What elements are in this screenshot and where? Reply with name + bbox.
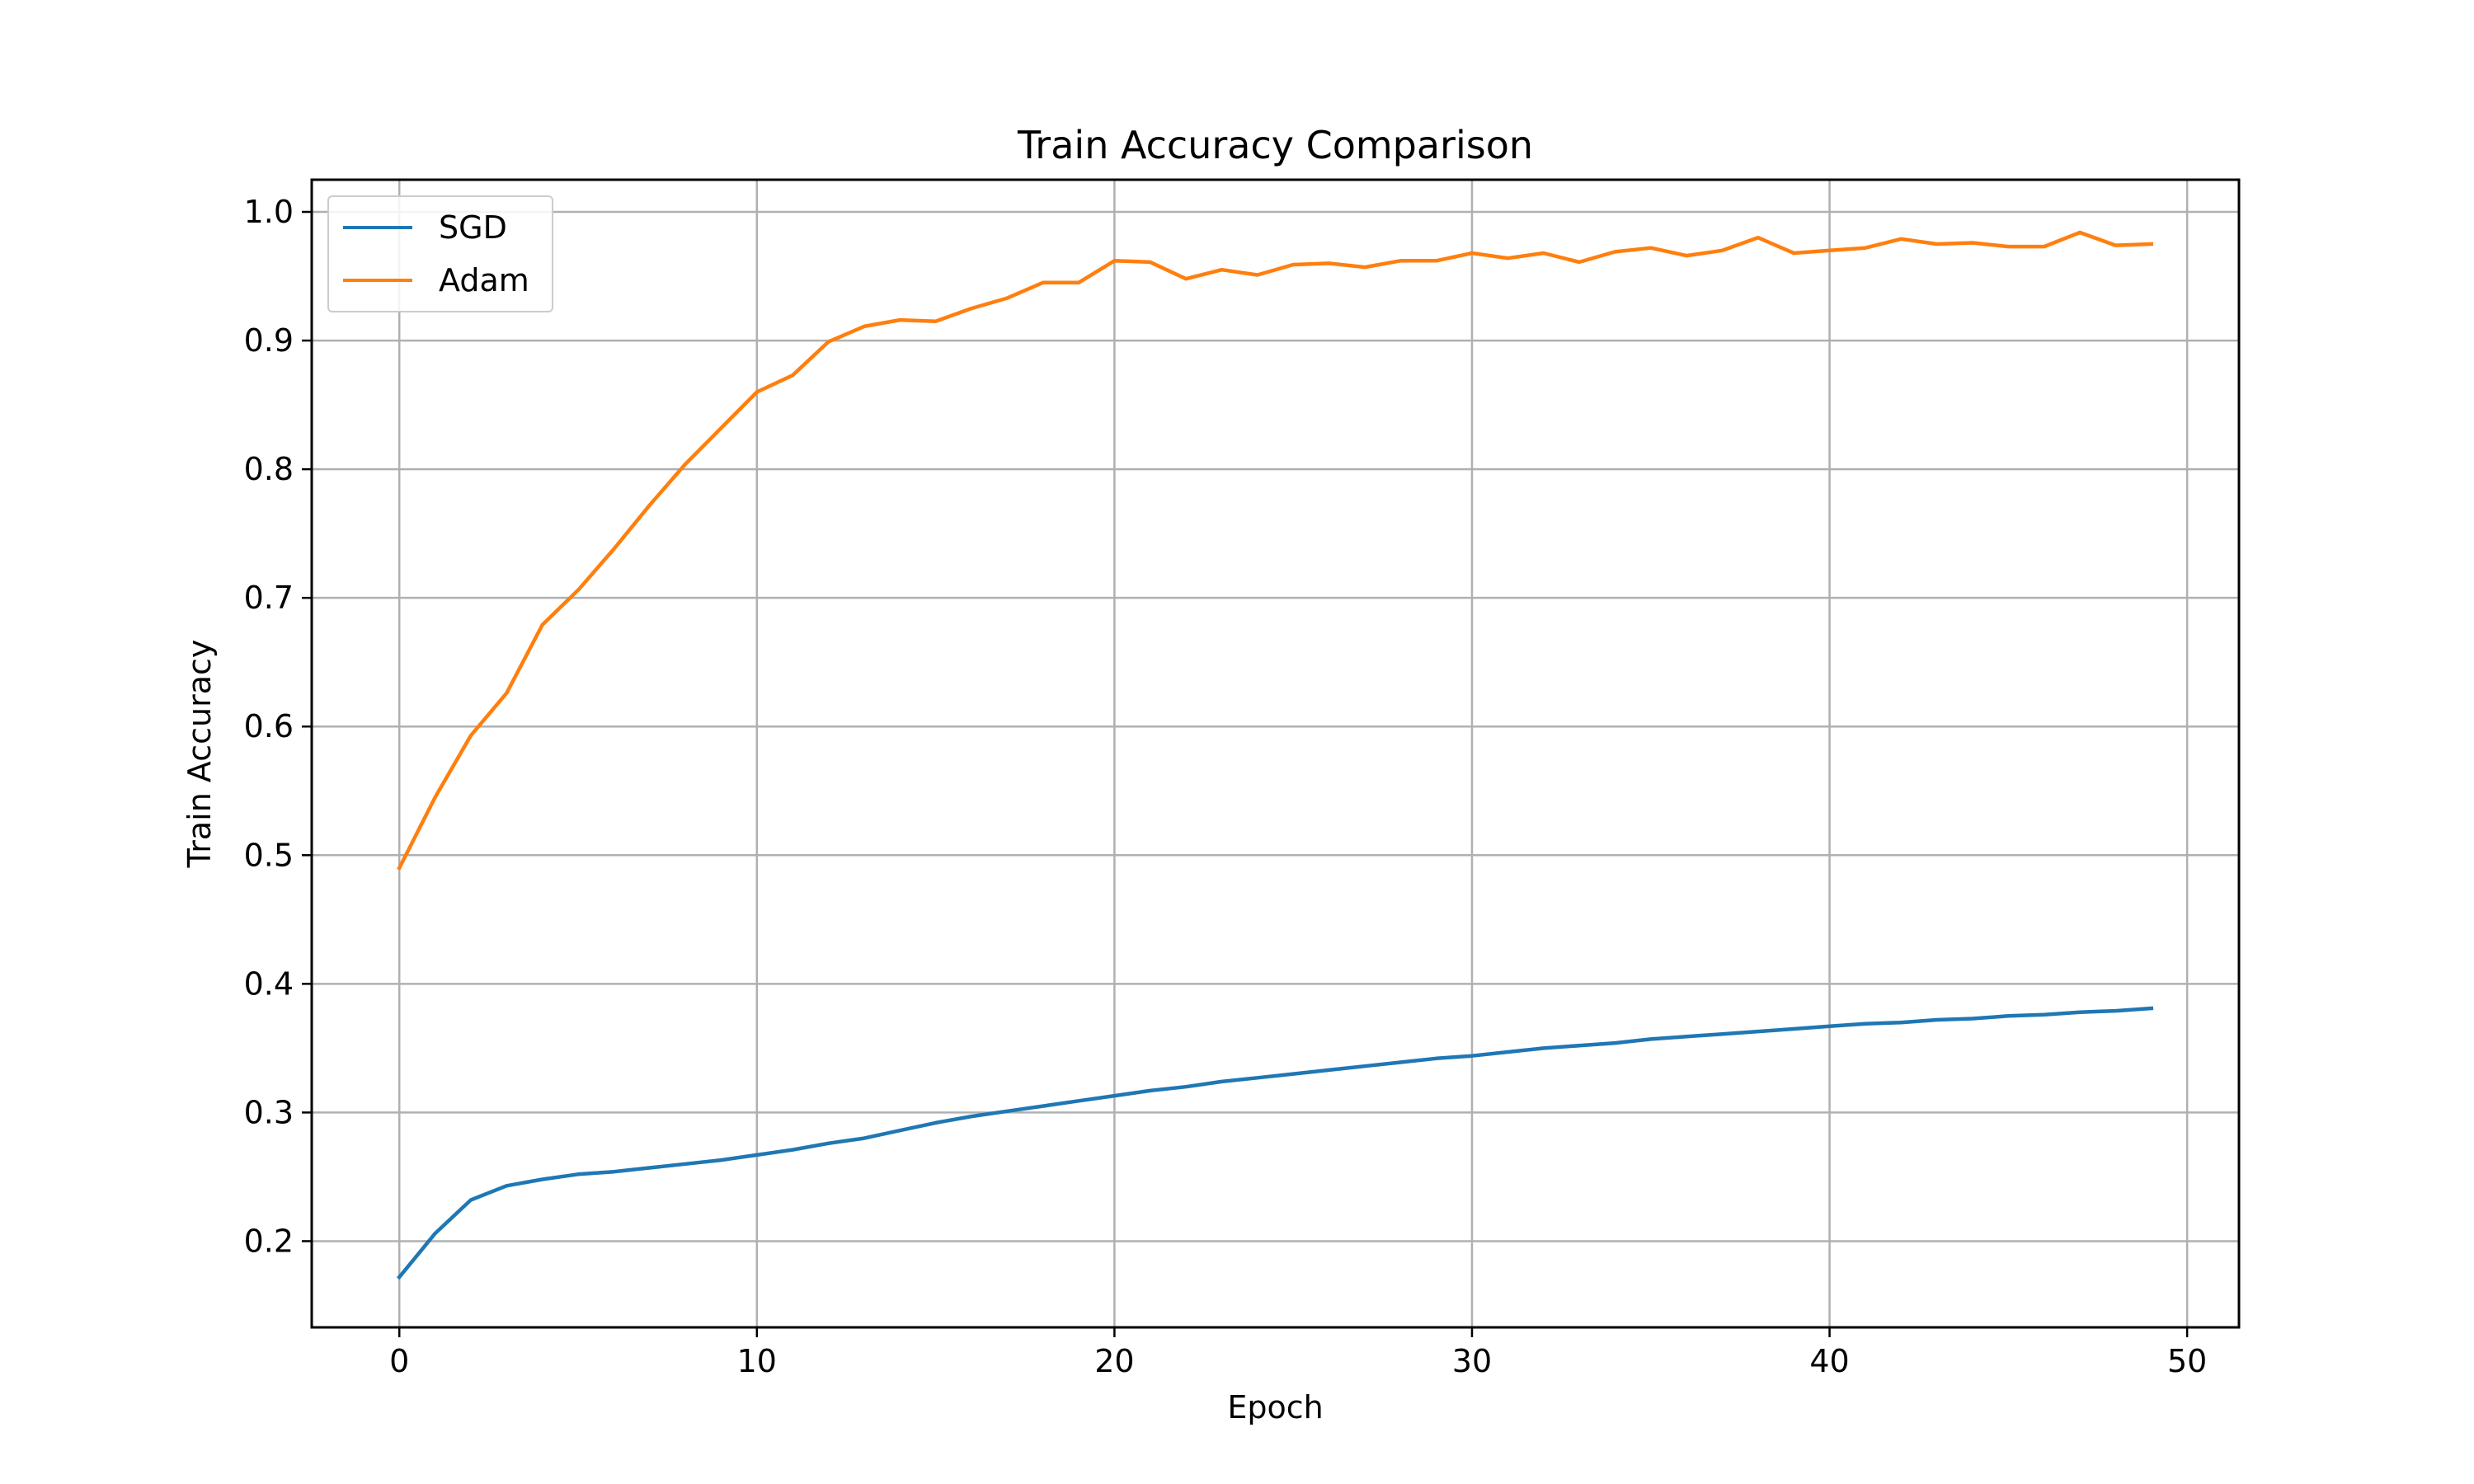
x-axis-label: Epoch <box>1227 1389 1323 1425</box>
legend-label-adam: Adam <box>439 262 529 298</box>
ticks: 0 10 20 30 40 50 0.2 0.3 0.4 0.5 0.6 0.7 0.8 0.9 1.0 <box>244 194 2208 1379</box>
x-tick-label: 0 <box>389 1343 409 1379</box>
x-tick-label: 50 <box>2167 1343 2207 1379</box>
chart-title: Train Accuracy Comparison <box>1017 123 1533 167</box>
y-tick-label: 0.5 <box>244 837 294 873</box>
x-tick-label: 40 <box>1809 1343 1849 1379</box>
y-tick-label: 0.4 <box>244 965 294 1002</box>
y-tick-label: 0.9 <box>244 322 294 359</box>
series-lines <box>397 230 2154 1280</box>
y-tick-label: 0.8 <box>244 451 294 487</box>
series-line-sgd <box>397 1006 2154 1280</box>
x-tick-label: 30 <box>1452 1343 1492 1379</box>
y-tick-label: 0.6 <box>244 708 294 744</box>
legend-box <box>327 195 553 312</box>
x-tick-label: 10 <box>737 1343 777 1379</box>
legend-label-sgd: SGD <box>439 209 507 246</box>
grid <box>312 180 2239 1327</box>
series-line-adam <box>397 230 2154 871</box>
legend: SGD Adam <box>327 195 553 312</box>
y-tick-label: 0.3 <box>244 1094 294 1130</box>
y-axis-label: Train Accuracy <box>181 640 218 869</box>
plot-frame <box>310 178 2241 1329</box>
x-tick-label: 20 <box>1094 1343 1134 1379</box>
y-tick-label: 0.7 <box>244 580 294 616</box>
y-tick-label: 1.0 <box>244 194 294 230</box>
y-tick-label: 0.2 <box>244 1223 294 1259</box>
